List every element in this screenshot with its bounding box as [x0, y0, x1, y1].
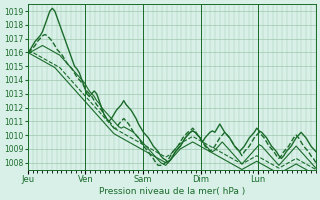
X-axis label: Pression niveau de la mer( hPa ): Pression niveau de la mer( hPa )	[99, 187, 245, 196]
